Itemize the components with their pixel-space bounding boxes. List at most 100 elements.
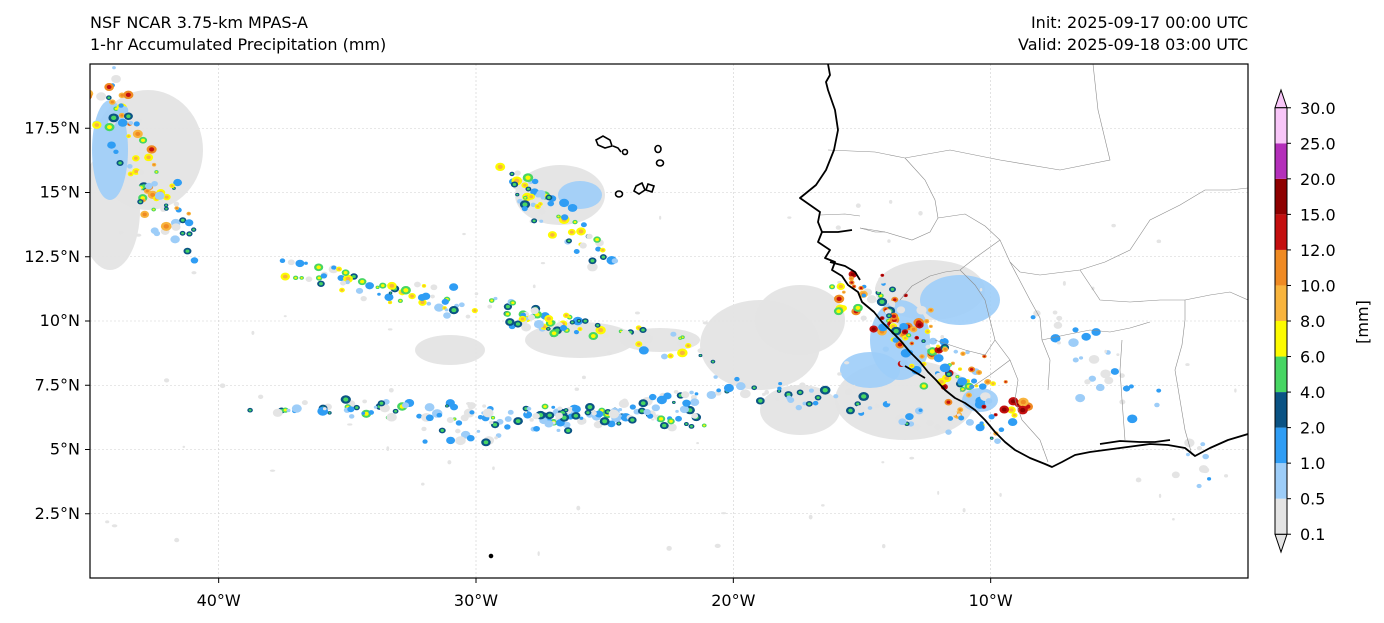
precip-cell (555, 412, 563, 419)
precip-cell (586, 233, 593, 240)
precip-cell (686, 344, 690, 347)
colorbar-swatch (1275, 214, 1287, 250)
precip-cell (282, 274, 288, 279)
precip-cell (430, 284, 438, 291)
precip-cell (951, 410, 958, 416)
colorbar-tick-label: 12.0 (1300, 241, 1336, 260)
precip-cell (556, 428, 561, 433)
precip-cell (878, 323, 888, 332)
border-line (1041, 321, 1151, 341)
precip-cell (328, 412, 331, 414)
precip-cell (1196, 483, 1202, 489)
precip-cell (1104, 349, 1107, 354)
precip-cell (909, 456, 915, 460)
precip-cell (634, 311, 640, 315)
precip-cell (837, 372, 842, 376)
precip-cell (764, 389, 770, 395)
precip-cell (836, 296, 842, 301)
precip-cell (120, 114, 124, 117)
precip-cell (1072, 327, 1079, 333)
precip-cell (920, 355, 924, 358)
precip-cell (533, 425, 540, 432)
colorbar-tick-label: 2.0 (1300, 419, 1325, 438)
coastline (799, 64, 1248, 468)
cape-verde-islands (488, 135, 665, 559)
precip-cell (507, 320, 513, 324)
precip-cell (990, 437, 993, 439)
precip-cell (330, 269, 335, 273)
precip-cell (351, 274, 356, 279)
precip-cell (778, 381, 783, 386)
precip-cell (562, 421, 571, 429)
sierra-leone-coast (904, 365, 926, 379)
precip-cell (511, 301, 515, 305)
precip-cell (447, 460, 452, 465)
precip-cell (983, 355, 986, 358)
precip-cell (561, 214, 569, 221)
precip-cell (286, 408, 291, 413)
precip-cell (446, 417, 454, 424)
precip-cell (304, 261, 308, 265)
precip-cell (424, 403, 435, 412)
ghana-coast (1099, 439, 1171, 445)
precip-cell (713, 375, 718, 379)
precip-cell (595, 246, 602, 252)
precip-cell (594, 410, 604, 418)
precip-cell (1127, 414, 1138, 424)
precip-cell (559, 324, 568, 331)
precip-cell (1007, 418, 1018, 427)
island (612, 145, 622, 153)
precip-cell (474, 292, 479, 296)
precip-cell (415, 335, 485, 365)
precip-cell (421, 482, 425, 486)
precip-cell (547, 413, 552, 418)
precip-cell (175, 207, 178, 210)
precip-cell (642, 334, 654, 344)
island (614, 190, 624, 198)
precip-cell (905, 422, 909, 425)
precip-cell (368, 410, 375, 415)
precip-cell (630, 418, 635, 422)
precip-cell (734, 376, 740, 382)
precip-cell (1084, 379, 1091, 385)
precip-cell (888, 300, 896, 307)
precip-cell (170, 235, 180, 244)
precip-cell (907, 421, 915, 427)
precip-cell (918, 408, 923, 412)
precip-cell (879, 294, 883, 297)
precip-cell (170, 184, 174, 187)
precip-cell (490, 299, 494, 302)
border-line (819, 213, 861, 217)
precip-cell (890, 287, 895, 291)
precip-cell (1234, 388, 1237, 393)
precip-cell (1135, 477, 1142, 483)
precip-cell (530, 202, 536, 208)
precip-cell (526, 406, 532, 411)
precip-cell (113, 149, 119, 155)
precip-cell (504, 416, 512, 422)
precip-cell (440, 429, 444, 432)
precip-cell (961, 352, 965, 355)
precip-cell (443, 307, 446, 309)
precip-cell (1020, 399, 1026, 405)
precip-cell (317, 276, 321, 280)
precip-cell (300, 276, 303, 279)
precip-cell (571, 405, 581, 413)
precip-cell (850, 277, 853, 280)
precip-cell (291, 404, 302, 413)
precip-cell (151, 180, 158, 187)
precip-cell (903, 330, 907, 334)
precip-cell (489, 420, 494, 425)
precip-cell (1200, 442, 1206, 447)
precip-cell (526, 187, 530, 191)
precip-cell (999, 492, 1002, 497)
precip-cell (887, 314, 891, 317)
precip-cell (867, 406, 873, 410)
precip-cell (537, 208, 546, 215)
colorbar-tick-label: 15.0 (1300, 205, 1336, 224)
colorbar-swatch (1275, 498, 1287, 535)
precip-cell (524, 411, 528, 414)
precip-cell (915, 336, 918, 339)
border-line (859, 157, 939, 241)
precip-cell (525, 175, 531, 180)
